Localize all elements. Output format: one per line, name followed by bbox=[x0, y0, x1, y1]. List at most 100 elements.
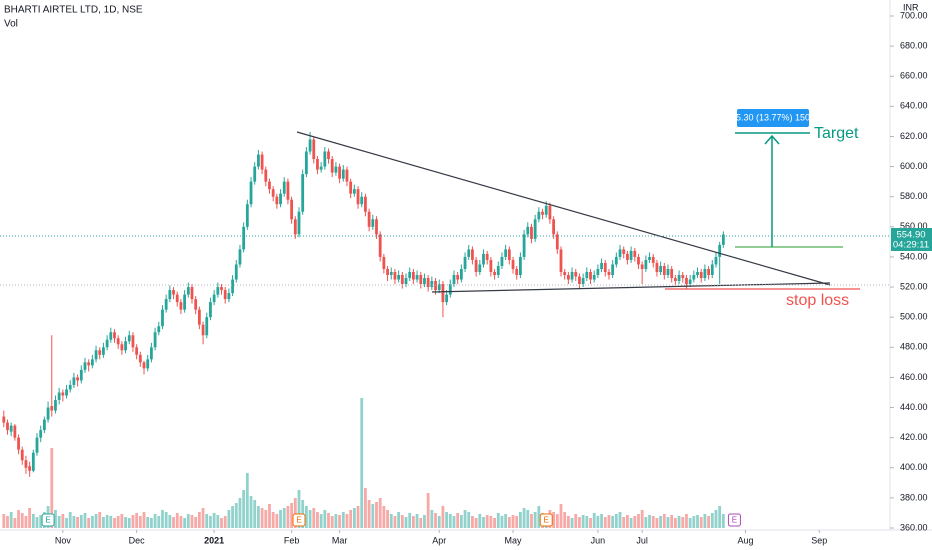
volume-bar bbox=[205, 514, 209, 528]
candle-body bbox=[441, 284, 445, 303]
candle-body bbox=[61, 392, 65, 396]
candle-body bbox=[507, 249, 511, 260]
candle-body bbox=[648, 256, 651, 260]
volume-bar bbox=[175, 513, 179, 528]
volume-bar bbox=[79, 515, 83, 528]
x-tick-label: Nov bbox=[55, 535, 72, 545]
candle-body bbox=[677, 275, 681, 282]
volume-bar bbox=[404, 517, 408, 528]
volume-bar bbox=[349, 510, 353, 528]
candle-body bbox=[618, 249, 622, 257]
candle-body bbox=[478, 264, 482, 272]
volume-bar bbox=[533, 512, 537, 528]
volume-bar bbox=[319, 514, 323, 528]
volume-bar bbox=[212, 513, 216, 528]
volume-bar bbox=[352, 508, 356, 528]
volume-bar bbox=[24, 516, 28, 528]
candle-body bbox=[633, 250, 637, 257]
volume-bar bbox=[194, 517, 198, 528]
volume-bar bbox=[227, 510, 231, 528]
volume-bar bbox=[592, 513, 596, 528]
volume-bar bbox=[555, 514, 559, 528]
candle-body bbox=[662, 265, 666, 276]
candle-body bbox=[131, 335, 135, 348]
y-tick-label: 500.00 bbox=[900, 312, 928, 322]
candle-body bbox=[286, 181, 290, 200]
candle-body bbox=[212, 294, 216, 303]
event-marker bbox=[41, 513, 55, 527]
volume-bar bbox=[400, 515, 404, 528]
y-tick-label: 400.00 bbox=[900, 462, 928, 472]
candle-body bbox=[186, 287, 190, 295]
measure-box bbox=[737, 109, 809, 127]
candle-body bbox=[102, 347, 105, 355]
candle-body bbox=[54, 400, 57, 411]
volume-bar bbox=[500, 516, 504, 528]
volume-bar bbox=[721, 514, 725, 528]
volume-bar bbox=[142, 512, 146, 528]
volume-bar bbox=[437, 516, 441, 528]
candle-body bbox=[533, 219, 537, 239]
volume-bar bbox=[552, 512, 556, 528]
candle-body bbox=[124, 341, 127, 351]
candle-body bbox=[559, 249, 563, 272]
volume-pane bbox=[2, 398, 725, 528]
volume-bar bbox=[489, 516, 493, 528]
volume-bar bbox=[445, 512, 448, 528]
candle-body bbox=[626, 253, 629, 260]
volume-bar bbox=[408, 513, 412, 528]
volume-bar bbox=[341, 512, 345, 528]
candle-body bbox=[552, 219, 556, 235]
candle-body bbox=[511, 259, 515, 269]
x-tick-label: Dec bbox=[129, 535, 146, 545]
candle-body bbox=[448, 284, 452, 295]
candle-body bbox=[2, 416, 6, 423]
chart-title: BHARTI AIRTEL LTD, 1D, NSE bbox=[4, 5, 143, 16]
candle-body bbox=[389, 272, 393, 276]
candle-body bbox=[655, 262, 659, 272]
candle-body bbox=[153, 332, 157, 348]
candle-body bbox=[179, 302, 183, 310]
candle-body bbox=[356, 189, 360, 205]
candle-body bbox=[714, 256, 718, 265]
volume-bar bbox=[688, 518, 692, 528]
candle-body bbox=[504, 249, 508, 257]
volume-bar bbox=[386, 510, 389, 528]
candle-body bbox=[430, 281, 434, 288]
volume-bar bbox=[515, 516, 519, 528]
volume-bar bbox=[699, 517, 703, 528]
volume-bar bbox=[234, 503, 238, 528]
x-tick-label: Apr bbox=[432, 535, 446, 545]
lower-trendline bbox=[431, 282, 831, 293]
volume-bar bbox=[589, 518, 592, 528]
volume-bar bbox=[153, 514, 157, 528]
candle-body bbox=[666, 268, 670, 276]
candle-body bbox=[31, 452, 35, 471]
candle-body bbox=[268, 181, 271, 190]
volume-bar bbox=[146, 517, 150, 528]
candle-body bbox=[581, 278, 585, 285]
y-tick-label: 680.00 bbox=[900, 40, 928, 50]
candle-body bbox=[437, 284, 441, 291]
candle-body bbox=[685, 278, 688, 285]
candle-body bbox=[260, 154, 264, 170]
volume-bar bbox=[570, 518, 574, 528]
volume-bar bbox=[83, 513, 87, 528]
volume-bar bbox=[614, 514, 618, 528]
candle-body bbox=[157, 326, 161, 333]
volume-bar bbox=[304, 506, 308, 528]
volume-bar bbox=[411, 516, 415, 528]
y-tick-label: 460.00 bbox=[900, 372, 928, 382]
volume-bar bbox=[308, 510, 312, 528]
candle-body bbox=[90, 359, 94, 366]
candle-body bbox=[216, 287, 220, 295]
x-tick-label: Jul bbox=[636, 535, 648, 545]
candle-body bbox=[227, 293, 231, 300]
volume-bar bbox=[423, 515, 426, 528]
candle-body bbox=[190, 287, 194, 300]
candle-body bbox=[142, 362, 146, 369]
candle-body bbox=[522, 234, 526, 257]
volume-bar bbox=[120, 514, 124, 528]
candle-body bbox=[109, 332, 113, 340]
candle-body bbox=[463, 256, 467, 269]
